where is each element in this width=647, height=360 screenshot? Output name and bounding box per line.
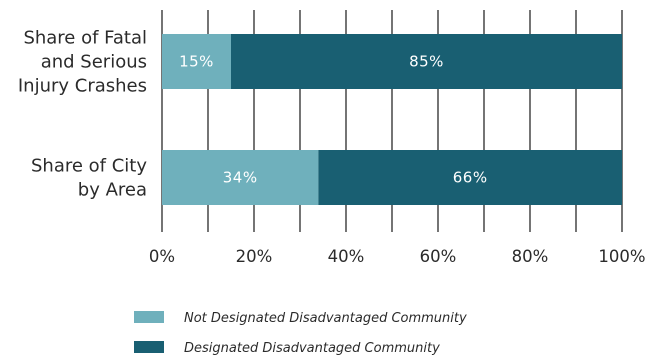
x-tick-label: 80% <box>512 247 549 266</box>
legend-label: Designated Disadvantaged Community <box>184 341 440 356</box>
bar-value-label: 34% <box>223 169 258 187</box>
bar-value-label: 66% <box>453 169 488 187</box>
x-tick-label: 0% <box>149 247 175 266</box>
category-labels: Share of Fatal and Serious Injury CrashesS… <box>18 28 147 201</box>
bar-segment <box>318 150 622 205</box>
bar-value-label: 85% <box>409 53 444 71</box>
legend-swatch <box>134 341 164 353</box>
x-axis-tick-labels: 0% 20% 40% 60% 80% 100% <box>149 247 646 266</box>
legend-swatch <box>134 311 164 323</box>
bar-segment <box>162 150 319 205</box>
x-tick-label: 40% <box>328 247 365 266</box>
category-label-line: Injury Crashes <box>18 76 147 97</box>
bar-segment <box>162 34 231 89</box>
x-tick-label: 20% <box>236 247 273 266</box>
category-label-line: Share of Fatal <box>23 28 147 49</box>
bar-value-label: 15% <box>179 53 214 71</box>
category-label: Share of City by Area <box>31 156 147 201</box>
category-label-line: Share of City <box>31 156 147 177</box>
category-label-line: and Serious <box>41 52 147 73</box>
bars: 15% 85% 34% 66% <box>162 34 622 205</box>
x-tick-label: 60% <box>420 247 457 266</box>
bar-segment <box>231 34 622 89</box>
category-label-line: by Area <box>78 180 147 201</box>
x-tick-label: 100% <box>598 247 645 266</box>
legend: Not Designated Disadvantaged Community De… <box>134 311 467 356</box>
legend-label: Not Designated Disadvantaged Community <box>184 311 467 326</box>
category-label: Share of Fatal and Serious Injury Crashes <box>18 28 147 97</box>
